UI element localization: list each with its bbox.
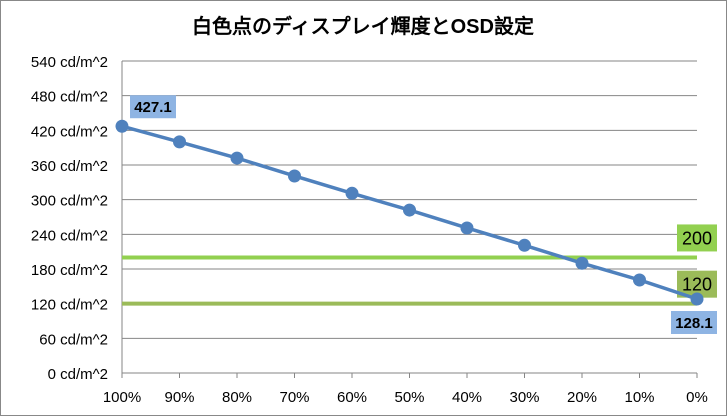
reference-label: 120 <box>682 275 712 295</box>
data-point <box>345 186 359 200</box>
x-tick-label: 30% <box>509 389 539 406</box>
data-label: 128.1 <box>675 315 713 332</box>
data-label: 427.1 <box>134 99 172 116</box>
data-point <box>403 203 416 217</box>
y-tick-label: 0 cd/m^2 <box>48 366 108 383</box>
x-tick-label: 40% <box>452 389 482 406</box>
x-tick-label: 80% <box>222 389 252 406</box>
y-tick-label: 240 cd/m^2 <box>31 227 108 244</box>
y-tick-label: 300 cd/m^2 <box>31 193 108 210</box>
x-tick-label: 20% <box>567 389 597 406</box>
x-tick-label: 90% <box>164 389 194 406</box>
data-point <box>288 169 301 183</box>
data-point <box>575 256 589 270</box>
x-tick-label: 50% <box>394 389 424 406</box>
data-point <box>115 119 129 133</box>
data-label-bg <box>671 310 717 334</box>
chart-title: 白色点のディスプレイ輝度とOSD設定 <box>192 14 534 38</box>
y-tick-label: 60 cd/m^2 <box>39 331 108 348</box>
x-tick-label: 10% <box>624 389 654 406</box>
data-point <box>690 292 704 306</box>
data-label-bg <box>130 95 176 119</box>
data-point <box>518 238 531 252</box>
y-tick-label: 420 cd/m^2 <box>31 123 108 140</box>
data-point <box>230 151 244 165</box>
data-point <box>633 273 646 287</box>
x-tick-label: 70% <box>279 389 309 406</box>
x-tick-label: 0% <box>686 389 708 406</box>
y-tick-label: 180 cd/m^2 <box>31 262 108 279</box>
x-tick-label: 60% <box>337 389 367 406</box>
data-point <box>460 221 474 235</box>
data-point <box>173 135 186 149</box>
reference-label: 200 <box>682 228 712 248</box>
reference-label-bg <box>677 224 717 252</box>
y-tick-label: 480 cd/m^2 <box>31 89 108 106</box>
y-tick-label: 360 cd/m^2 <box>31 158 108 175</box>
y-tick-label: 120 cd/m^2 <box>31 297 108 314</box>
x-tick-label: 100% <box>103 389 141 406</box>
y-tick-label: 540 cd/m^2 <box>31 54 108 71</box>
